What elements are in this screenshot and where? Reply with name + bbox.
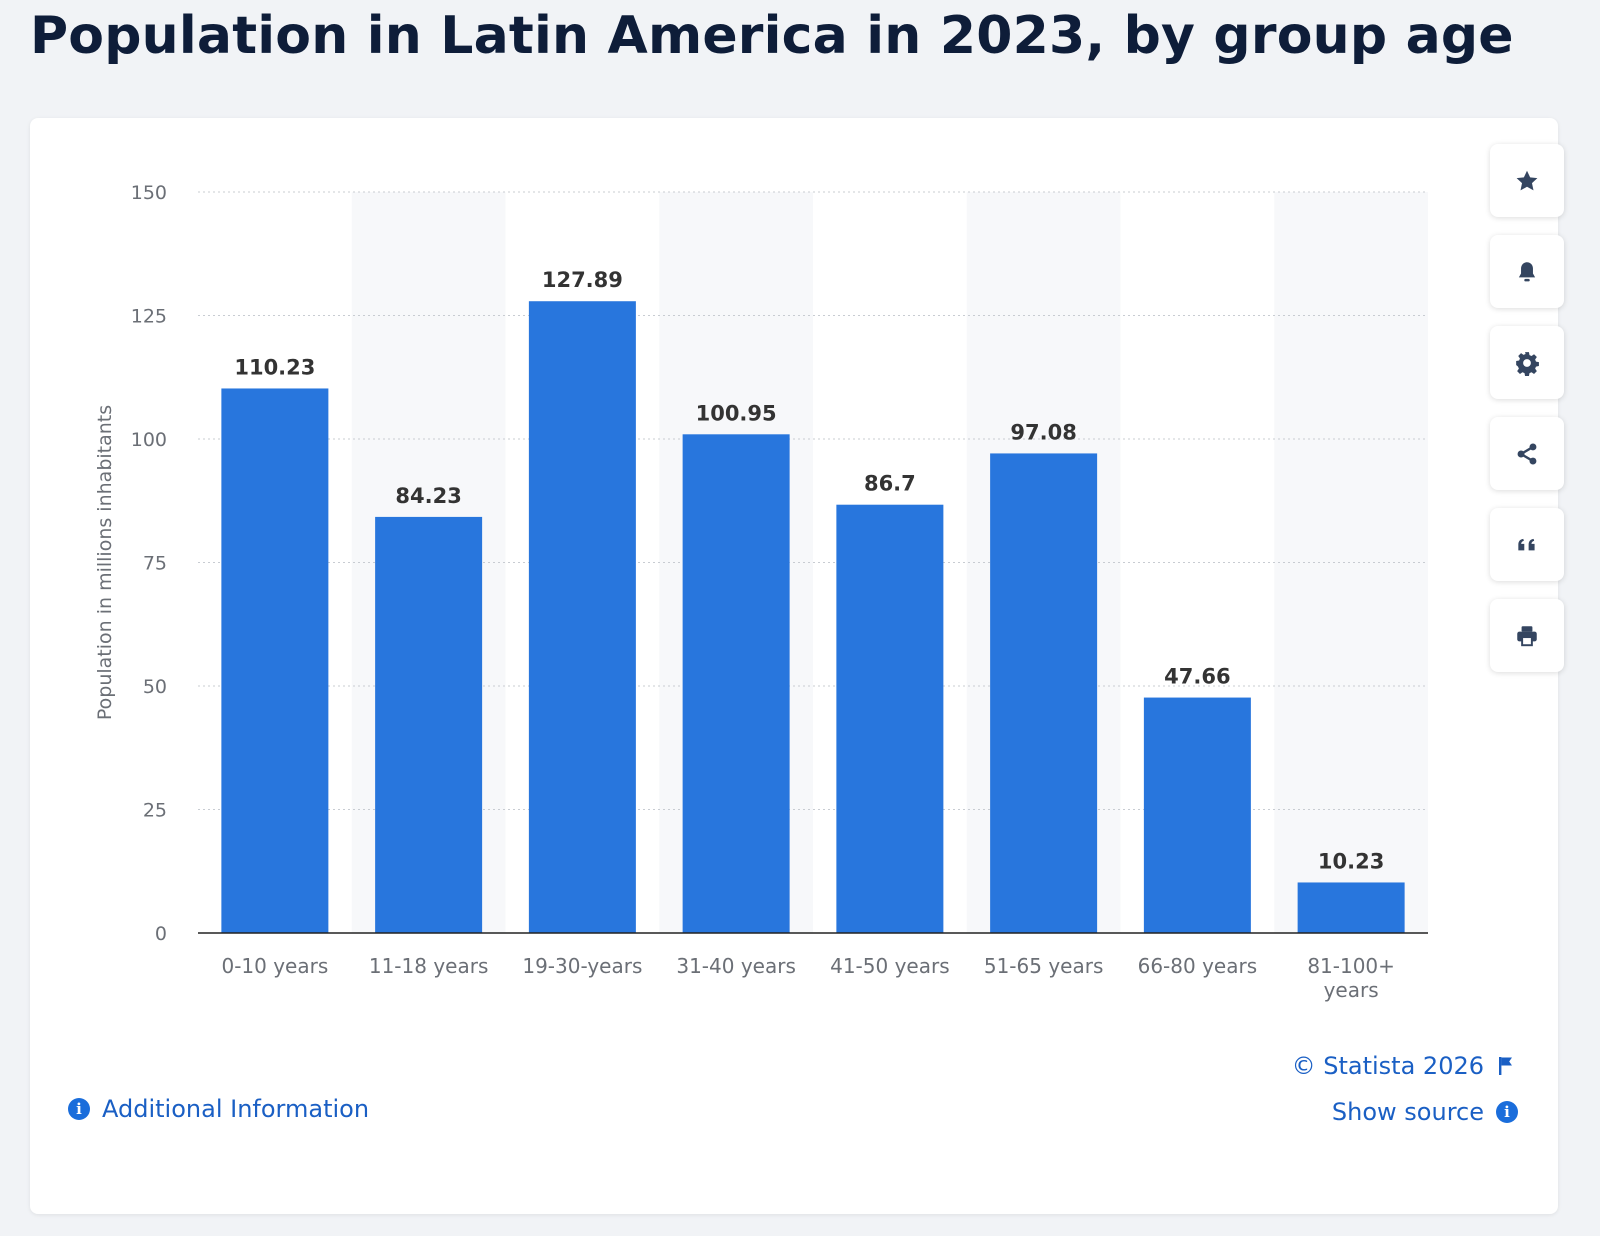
x-tick-label: 66-80 years bbox=[1138, 954, 1258, 978]
y-tick-label: 100 bbox=[131, 429, 167, 451]
cite-button[interactable] bbox=[1490, 508, 1564, 581]
favorite-button[interactable] bbox=[1490, 144, 1564, 217]
gear-icon bbox=[1516, 351, 1539, 376]
share-icon bbox=[1517, 442, 1537, 465]
x-tick-label: 11-18 years bbox=[369, 954, 489, 978]
bar-value-label: 110.23 bbox=[234, 355, 315, 379]
y-tick-label: 50 bbox=[143, 676, 167, 698]
bar-value-label: 47.66 bbox=[1164, 665, 1230, 689]
bar bbox=[221, 388, 329, 933]
bar bbox=[836, 504, 944, 933]
x-tick-label: 51-65 years bbox=[984, 954, 1104, 978]
flag-icon bbox=[1499, 1057, 1512, 1075]
bar bbox=[990, 453, 1098, 933]
settings-button[interactable] bbox=[1490, 326, 1564, 399]
y-tick-label: 125 bbox=[131, 306, 167, 328]
x-tick-label: 41-50 years bbox=[830, 954, 950, 978]
bar bbox=[1143, 697, 1251, 933]
bar-value-label: 97.08 bbox=[1010, 420, 1076, 444]
bar-chart: 0 25 50 75 100 125 150 Population in millions i… bbox=[94, 182, 1428, 1002]
star-icon bbox=[1516, 170, 1538, 190]
x-tick-label: 31-40 years bbox=[676, 954, 796, 978]
x-tick-label: 0-10 years bbox=[221, 954, 328, 978]
bar-value-label: 10.23 bbox=[1318, 849, 1384, 873]
print-icon bbox=[1517, 625, 1537, 646]
show-source-link[interactable]: Show source i bbox=[1332, 1098, 1518, 1126]
bar-value-label: 127.89 bbox=[542, 268, 623, 292]
bell-icon bbox=[1518, 261, 1536, 281]
chart-card: 0 25 50 75 100 125 150 Population in millions i… bbox=[30, 118, 1564, 1214]
info-icon: i bbox=[68, 1098, 90, 1120]
bar bbox=[1297, 882, 1405, 933]
additional-information-link[interactable]: i Additional Information bbox=[68, 1095, 369, 1123]
y-tick-label: 25 bbox=[143, 800, 167, 822]
bar-value-label: 100.95 bbox=[696, 401, 777, 425]
y-tick-label: 75 bbox=[143, 553, 167, 575]
y-axis-title: Population in millions inhabitants bbox=[94, 405, 116, 720]
bar-value-label: 84.23 bbox=[395, 484, 461, 508]
quote-icon bbox=[1518, 538, 1535, 550]
show-source-label: Show source bbox=[1331, 1098, 1484, 1126]
info-icon: i bbox=[1496, 1101, 1518, 1123]
additional-information-label: Additional Information bbox=[102, 1095, 370, 1123]
print-button[interactable] bbox=[1490, 599, 1564, 672]
y-tick-label: 150 bbox=[131, 182, 167, 204]
x-tick-label: 19-30-years bbox=[522, 954, 642, 978]
copyright-label: © Statista 2026 bbox=[1291, 1052, 1484, 1080]
bar-value-label: 86.7 bbox=[864, 472, 916, 496]
chart-toolbar bbox=[1490, 144, 1566, 690]
page-title: Population in Latin America in 2023, by … bbox=[30, 6, 1514, 66]
bar bbox=[375, 516, 483, 933]
bar bbox=[682, 434, 790, 933]
x-tick-label: 81-100+ years bbox=[1307, 954, 1395, 1002]
y-tick-label: 0 bbox=[155, 923, 167, 945]
copyright-link[interactable]: © Statista 2026 bbox=[1292, 1052, 1514, 1080]
notification-button[interactable] bbox=[1490, 235, 1564, 308]
bar bbox=[528, 301, 636, 933]
share-button[interactable] bbox=[1490, 417, 1564, 490]
